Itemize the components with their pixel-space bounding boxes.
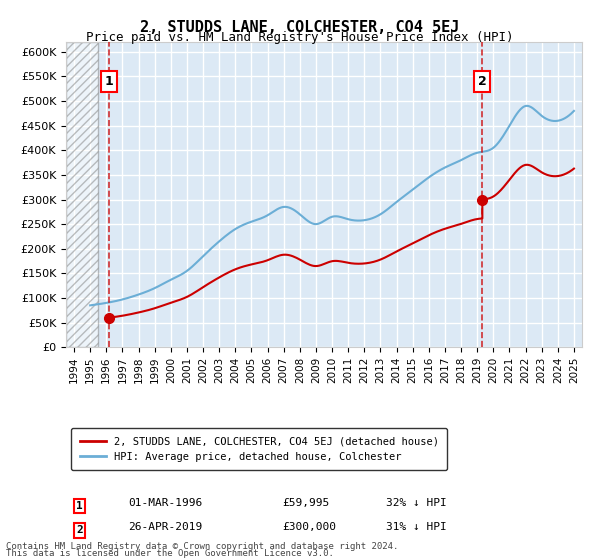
Text: 31% ↓ HPI: 31% ↓ HPI	[386, 522, 446, 533]
Text: Price paid vs. HM Land Registry's House Price Index (HPI): Price paid vs. HM Land Registry's House …	[86, 31, 514, 44]
Text: 1: 1	[76, 501, 83, 511]
Text: 01-MAR-1996: 01-MAR-1996	[128, 498, 202, 508]
Text: 2: 2	[478, 75, 487, 88]
Text: 26-APR-2019: 26-APR-2019	[128, 522, 202, 533]
Text: 1: 1	[104, 75, 113, 88]
Text: 32% ↓ HPI: 32% ↓ HPI	[386, 498, 446, 508]
Text: Contains HM Land Registry data © Crown copyright and database right 2024.: Contains HM Land Registry data © Crown c…	[6, 542, 398, 551]
Bar	[66, 42, 98, 347]
Legend: 2, STUDDS LANE, COLCHESTER, CO4 5EJ (detached house), HPI: Average price, detach: 2, STUDDS LANE, COLCHESTER, CO4 5EJ (det…	[71, 428, 447, 470]
Text: 2, STUDDS LANE, COLCHESTER, CO4 5EJ: 2, STUDDS LANE, COLCHESTER, CO4 5EJ	[140, 20, 460, 35]
Text: £59,995: £59,995	[283, 498, 330, 508]
Text: 2: 2	[76, 525, 83, 535]
Text: £300,000: £300,000	[283, 522, 337, 533]
Text: This data is licensed under the Open Government Licence v3.0.: This data is licensed under the Open Gov…	[6, 549, 334, 558]
